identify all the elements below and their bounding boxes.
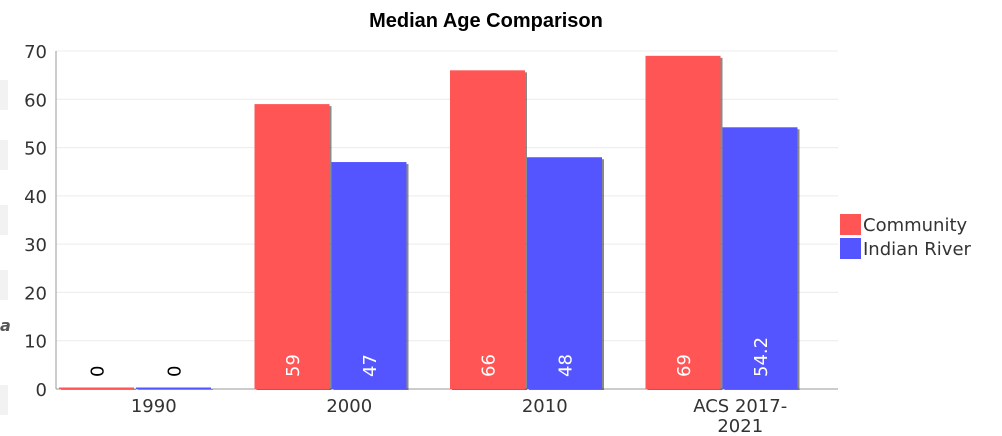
legend-swatch-indian-river bbox=[840, 238, 861, 259]
y-tick-label-50: 50 bbox=[24, 139, 47, 160]
data-label-community-2: 66 bbox=[479, 354, 500, 377]
y-tick-label-30: 30 bbox=[24, 235, 47, 256]
data-label-community-1: 59 bbox=[283, 354, 304, 377]
data-label-indian-river-0: 0 bbox=[165, 366, 186, 377]
bar-community-0 bbox=[59, 387, 134, 389]
left-edge-panel-4 bbox=[0, 270, 8, 300]
chart-title: Median Age Comparison bbox=[369, 10, 603, 32]
y-tick-label-70: 70 bbox=[24, 42, 47, 63]
left-edge-panel-2 bbox=[0, 140, 8, 170]
data-label-indian-river-1: 47 bbox=[360, 354, 381, 377]
bar-shadow-indian-river-0 bbox=[138, 389, 213, 390]
data-label-community-0: 0 bbox=[88, 366, 109, 377]
bar-community-2 bbox=[450, 70, 525, 390]
legend-swatch-community bbox=[840, 214, 861, 235]
x-tick-label-1-0: 2000 bbox=[326, 396, 372, 417]
x-tick-label-2-0: 2010 bbox=[522, 396, 568, 417]
left-edge-panel-1 bbox=[0, 80, 8, 110]
y-tick-label-60: 60 bbox=[24, 90, 47, 111]
data-label-indian-river-2: 48 bbox=[556, 354, 577, 377]
x-tick-label-0-0: 1990 bbox=[131, 396, 177, 417]
x-tick-label-3-1: 2021 bbox=[717, 416, 763, 436]
bar-indian-river-0 bbox=[136, 387, 211, 389]
data-label-indian-river-3: 54.2 bbox=[751, 337, 772, 377]
x-tick-label-3-0: ACS 2017- bbox=[693, 396, 787, 417]
y-tick-label-0: 0 bbox=[36, 380, 47, 401]
bar-indian-river-2 bbox=[527, 157, 602, 389]
left-edge-panel-5 bbox=[0, 385, 8, 415]
y-tick-label-10: 10 bbox=[24, 332, 47, 353]
bar-community-3 bbox=[645, 55, 721, 389]
bar-shadow-community-0 bbox=[61, 389, 136, 390]
data-label-community-3: 69 bbox=[674, 354, 695, 377]
left-edge-text: a bbox=[0, 316, 11, 335]
y-tick-label-20: 20 bbox=[24, 283, 47, 304]
left-edge-panel-3 bbox=[0, 205, 8, 235]
y-tick-label-40: 40 bbox=[24, 187, 47, 208]
legend-label-community: Community bbox=[863, 215, 968, 236]
legend-label-indian-river: Indian River bbox=[863, 239, 972, 260]
bar-community-1 bbox=[254, 104, 330, 389]
bar-indian-river-1 bbox=[331, 162, 407, 389]
bar-indian-river-3 bbox=[722, 127, 798, 389]
